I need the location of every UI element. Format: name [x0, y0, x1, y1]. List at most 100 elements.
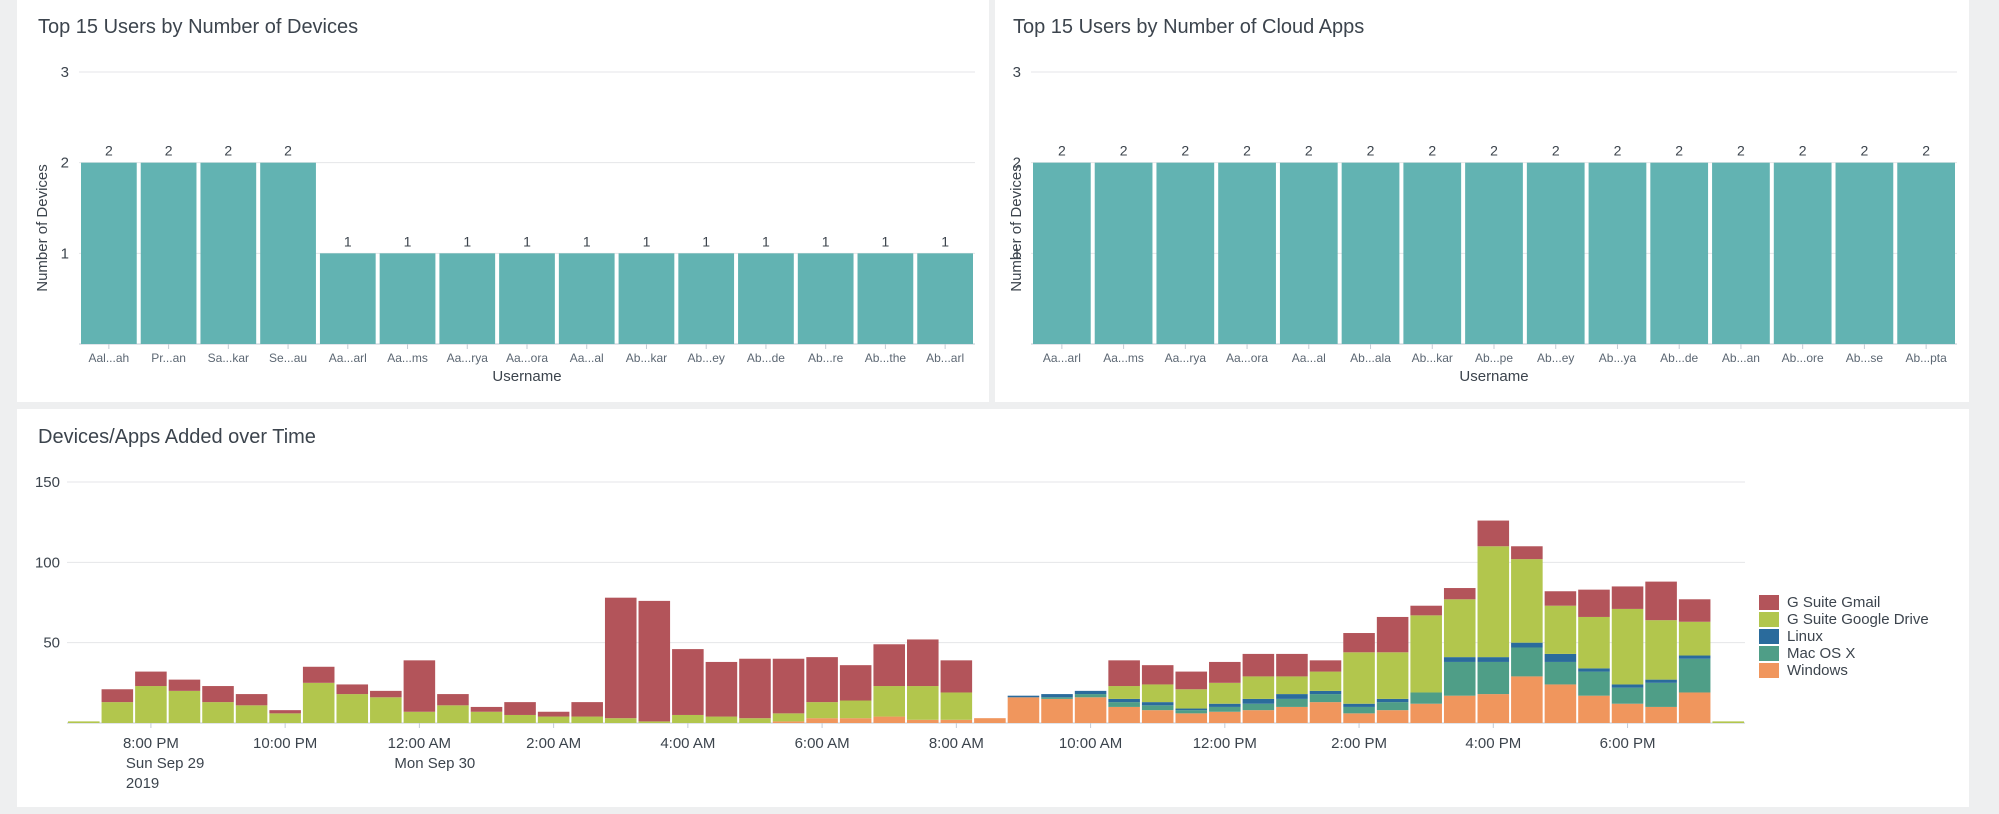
stack-segment-windows: [1578, 695, 1610, 723]
bar-data-label: 2: [1675, 143, 1683, 159]
stack-segment-windows: [1276, 706, 1308, 723]
stack-segment-g-suite-google-drive: [1712, 721, 1744, 723]
stack-segment-g-suite-google-drive: [437, 705, 469, 723]
stack-segment-linux: [1309, 690, 1342, 695]
y-axis-title: Number of Devices: [1008, 164, 1025, 292]
stack-segment-linux: [1141, 702, 1174, 706]
stack-segment-windows: [974, 718, 1006, 723]
y-tick-label: 3: [61, 64, 69, 81]
stack-segment-windows: [1074, 697, 1107, 723]
stack-segment-mac-os-x: [1041, 697, 1073, 699]
stack-segment-linux: [1443, 657, 1476, 662]
stack-segment-g-suite-google-drive: [739, 718, 771, 723]
bar-data-label: 1: [583, 233, 591, 249]
bar: [140, 162, 197, 344]
stack-segment-g-suite-gmail: [1309, 660, 1342, 672]
x-tick-label: Ab...ey: [688, 351, 725, 365]
x-tick-label: Sa...kar: [208, 351, 249, 365]
stack-segment-g-suite-google-drive: [504, 714, 536, 723]
stack-segment-linux: [1007, 695, 1040, 698]
time-tick-label: 2:00 AM: [526, 735, 581, 752]
bar: [499, 253, 555, 344]
stack-segment-g-suite-gmail: [772, 658, 805, 714]
x-tick-label: Aa...al: [570, 351, 604, 365]
stack-segment-windows: [1511, 676, 1543, 723]
x-tick-label: Ab...kar: [1412, 351, 1453, 365]
stack-segment-g-suite-gmail: [1544, 591, 1577, 606]
stack-segment-g-suite-google-drive: [1209, 682, 1241, 704]
stack-segment-linux: [1242, 698, 1275, 704]
y-tick-label: 2: [61, 155, 69, 172]
bar-data-label: 1: [762, 233, 770, 249]
time-tick-label: 12:00 PM: [1193, 735, 1257, 752]
bar: [379, 253, 436, 344]
stack-segment-windows: [1443, 695, 1476, 723]
legend-label: Windows: [1787, 662, 1848, 679]
stack-segment-linux: [1678, 655, 1711, 659]
stack-segment-g-suite-gmail: [806, 657, 838, 703]
stack-segment-g-suite-google-drive: [705, 716, 738, 723]
stack-segment-mac-os-x: [1544, 661, 1577, 685]
time-tick-label: 6:00 PM: [1600, 735, 1656, 752]
stack-segment-g-suite-google-drive: [1376, 652, 1409, 699]
time-tick-label: 12:00 AM: [388, 735, 451, 752]
bar-data-label: 2: [1490, 143, 1498, 159]
stack-segment-g-suite-gmail: [437, 694, 469, 706]
stack-segment-g-suite-google-drive: [604, 718, 637, 723]
stack-segment-g-suite-google-drive: [336, 694, 369, 723]
bar-data-label: 1: [822, 233, 830, 249]
timeline-stacked-chart: 50 100 150 8:00 PM Sun Sep 29 2019 10:00 PM 12:…: [35, 474, 1929, 792]
bar-data-label: 2: [1367, 143, 1375, 159]
bar-data-label: 1: [702, 233, 710, 249]
x-tick-label: Ab...de: [747, 351, 785, 365]
bar: [857, 253, 914, 344]
bar: [1650, 162, 1709, 344]
bar-data-label: 2: [1614, 143, 1622, 159]
bar-data-label: 2: [1552, 143, 1560, 159]
stack-segment-mac-os-x: [1477, 661, 1510, 695]
x-tick-label: Pr...an: [151, 351, 186, 365]
stack-segment-g-suite-google-drive: [940, 692, 973, 720]
stack-segment-linux: [1645, 679, 1677, 683]
stack-segment-windows: [1678, 692, 1711, 723]
stack-segment-g-suite-google-drive: [1276, 676, 1308, 695]
x-tick-label: Aa...rya: [447, 351, 489, 365]
x-tick-label: Ab...the: [865, 351, 907, 365]
stack-segment-mac-os-x: [1141, 705, 1174, 711]
x-axis-title: Username: [1459, 368, 1528, 385]
stack-segment-g-suite-google-drive: [370, 697, 402, 723]
y-tick-label: 1: [1013, 245, 1021, 262]
stack-segment-g-suite-gmail: [235, 694, 268, 706]
cloud-apps-panel: Top 15 Users by Number of Cloud Apps 1 2 3…: [995, 0, 1969, 402]
legend-label: G Suite Google Drive: [1787, 611, 1929, 628]
stack-segment-linux: [1578, 668, 1610, 672]
stack-segment-g-suite-google-drive: [1611, 608, 1644, 685]
stack-segment-windows: [940, 719, 973, 723]
stack-segment-g-suite-gmail: [705, 661, 738, 717]
stack-segment-g-suite-gmail: [370, 690, 402, 698]
stack-segment-linux: [1209, 703, 1241, 707]
y-tick-label: 50: [43, 635, 60, 652]
stack-segment-g-suite-google-drive: [1141, 684, 1174, 703]
stack-segment-g-suite-google-drive: [571, 716, 603, 723]
time-tick-label: 10:00 PM: [253, 735, 317, 752]
stack-segment-windows: [1209, 711, 1241, 723]
stack-segment-g-suite-google-drive: [1477, 546, 1510, 658]
stack-segment-g-suite-google-drive: [806, 702, 838, 719]
bar-data-label: 1: [523, 233, 531, 249]
cloud-apps-bar-chart: 1 2 3 2 Aa...arl 2 Aa...ms 2 Aa...rya 2 Aa...ora 2 A…: [1008, 64, 1957, 385]
stack-segment-windows: [1376, 710, 1409, 723]
stack-segment-mac-os-x: [1309, 694, 1342, 703]
stack-segment-windows: [873, 716, 905, 723]
bar-data-label: 2: [1861, 143, 1869, 159]
stack-segment-linux: [1511, 642, 1543, 648]
stack-segment-windows: [1108, 706, 1140, 723]
stack-segment-windows: [806, 718, 838, 723]
stack-segment-mac-os-x: [1511, 647, 1543, 677]
panel-title: Top 15 Users by Number of Cloud Apps: [1013, 16, 1365, 38]
bar-data-label: 1: [941, 233, 949, 249]
stack-segment-g-suite-google-drive: [638, 721, 671, 723]
stack-segment-g-suite-gmail: [1242, 653, 1275, 677]
stack-segment-windows: [907, 719, 939, 723]
bar: [1773, 162, 1832, 344]
